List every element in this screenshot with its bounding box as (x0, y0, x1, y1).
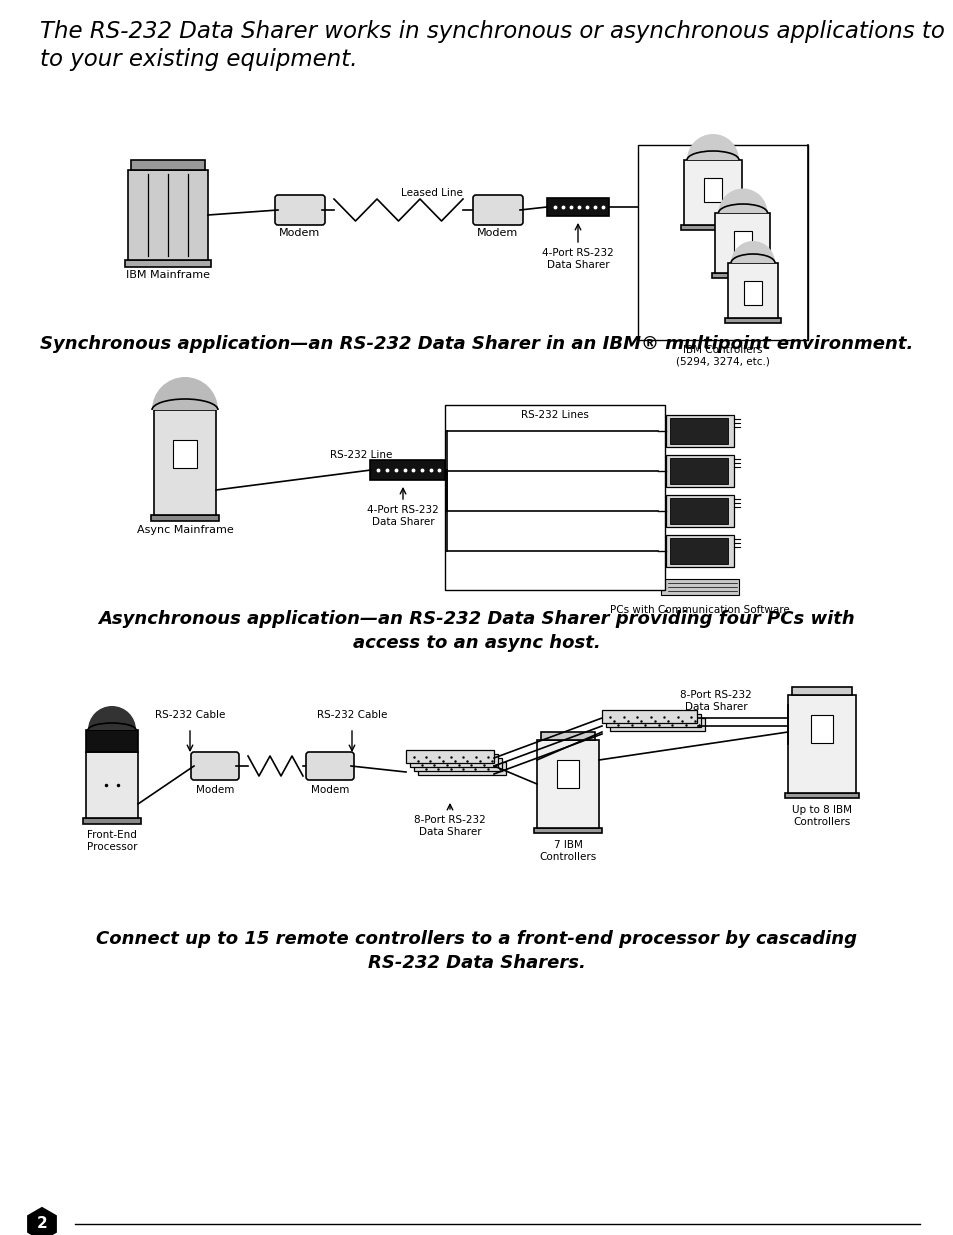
Bar (680, 225, 744, 230)
Wedge shape (686, 135, 739, 161)
Bar (683, 161, 741, 225)
Bar (540, 732, 595, 740)
Text: Modem: Modem (476, 228, 518, 238)
Bar (128, 170, 208, 261)
Bar (557, 760, 578, 788)
Bar (414, 758, 501, 771)
Bar (703, 178, 721, 203)
Bar (417, 762, 505, 776)
Text: Synchronous application—an RS-232 Data Sharer in an IBM® multipoint environment.: Synchronous application—an RS-232 Data S… (40, 335, 913, 353)
Bar (406, 750, 494, 763)
Text: IBM Mainframe: IBM Mainframe (126, 270, 210, 280)
Bar (602, 710, 697, 722)
Bar (784, 793, 858, 798)
Text: Modem: Modem (195, 785, 233, 795)
FancyBboxPatch shape (306, 752, 354, 781)
Bar (610, 718, 705, 731)
Text: RS-232 Line: RS-232 Line (330, 450, 392, 459)
Text: RS-232 Lines: RS-232 Lines (520, 410, 588, 420)
Bar (665, 454, 733, 487)
Bar (712, 273, 773, 278)
Bar (172, 440, 196, 468)
Text: 4-Port RS-232
Data Sharer: 4-Port RS-232 Data Sharer (367, 505, 438, 526)
Bar (86, 752, 138, 818)
Text: 8-Port RS-232
Data Sharer: 8-Port RS-232 Data Sharer (414, 815, 485, 836)
Bar (733, 231, 751, 254)
Text: 8-Port RS-232
Data Sharer: 8-Port RS-232 Data Sharer (679, 690, 751, 711)
Bar (153, 410, 215, 515)
Wedge shape (718, 189, 767, 212)
Text: Up to 8 IBM
Controllers: Up to 8 IBM Controllers (791, 805, 851, 826)
Bar (791, 687, 851, 695)
Text: 7 IBM
Controllers: 7 IBM Controllers (538, 840, 596, 862)
Text: The RS-232 Data Sharer works in synchronous or asynchronous applications to adap: The RS-232 Data Sharer works in synchron… (40, 20, 953, 70)
Text: IBM Controllers
(5294, 3274, etc.): IBM Controllers (5294, 3274, etc.) (676, 345, 769, 367)
Bar (743, 282, 761, 305)
Text: Modem: Modem (311, 785, 349, 795)
Text: PCs with Communication Software: PCs with Communication Software (610, 605, 789, 615)
Text: Leased Line: Leased Line (400, 188, 462, 198)
Wedge shape (152, 377, 218, 410)
Bar (86, 730, 138, 752)
Bar (669, 417, 727, 445)
Bar (665, 535, 733, 567)
Bar (669, 458, 727, 484)
FancyBboxPatch shape (473, 195, 522, 225)
Bar (727, 263, 778, 317)
FancyBboxPatch shape (274, 195, 325, 225)
Bar (370, 459, 445, 480)
Bar (787, 695, 855, 793)
Bar (665, 495, 733, 527)
Text: RS-232 Data Sharers.: RS-232 Data Sharers. (368, 953, 585, 972)
Text: Async Mainframe: Async Mainframe (136, 525, 233, 535)
Text: 2: 2 (36, 1216, 48, 1231)
Text: Modem: Modem (279, 228, 320, 238)
Bar (546, 198, 608, 216)
Bar (606, 714, 700, 727)
Bar (638, 144, 807, 340)
Bar (125, 261, 211, 267)
Bar (410, 755, 497, 767)
Wedge shape (88, 706, 136, 730)
Bar (660, 579, 739, 595)
Text: RS-232 Cable: RS-232 Cable (154, 710, 225, 720)
Bar (669, 538, 727, 564)
Bar (131, 161, 205, 170)
Text: access to an async host.: access to an async host. (353, 634, 600, 652)
Bar (724, 317, 781, 324)
Bar (669, 498, 727, 524)
Text: Front-End
Processor: Front-End Processor (87, 830, 137, 852)
Text: Asynchronous application—an RS-232 Data Sharer providing four PCs with: Asynchronous application—an RS-232 Data … (98, 610, 855, 629)
Bar (83, 818, 141, 824)
Bar (151, 515, 219, 521)
Bar (537, 740, 598, 827)
Text: RS-232 Cable: RS-232 Cable (316, 710, 387, 720)
Wedge shape (730, 241, 774, 263)
Bar (715, 212, 770, 273)
Text: Connect up to 15 remote controllers to a front-end processor by cascading: Connect up to 15 remote controllers to a… (96, 930, 857, 948)
Bar (810, 715, 832, 743)
Bar (665, 415, 733, 447)
Bar (534, 827, 601, 832)
Text: 4-Port RS-232
Data Sharer: 4-Port RS-232 Data Sharer (541, 248, 613, 269)
Bar (444, 405, 664, 590)
FancyBboxPatch shape (191, 752, 239, 781)
